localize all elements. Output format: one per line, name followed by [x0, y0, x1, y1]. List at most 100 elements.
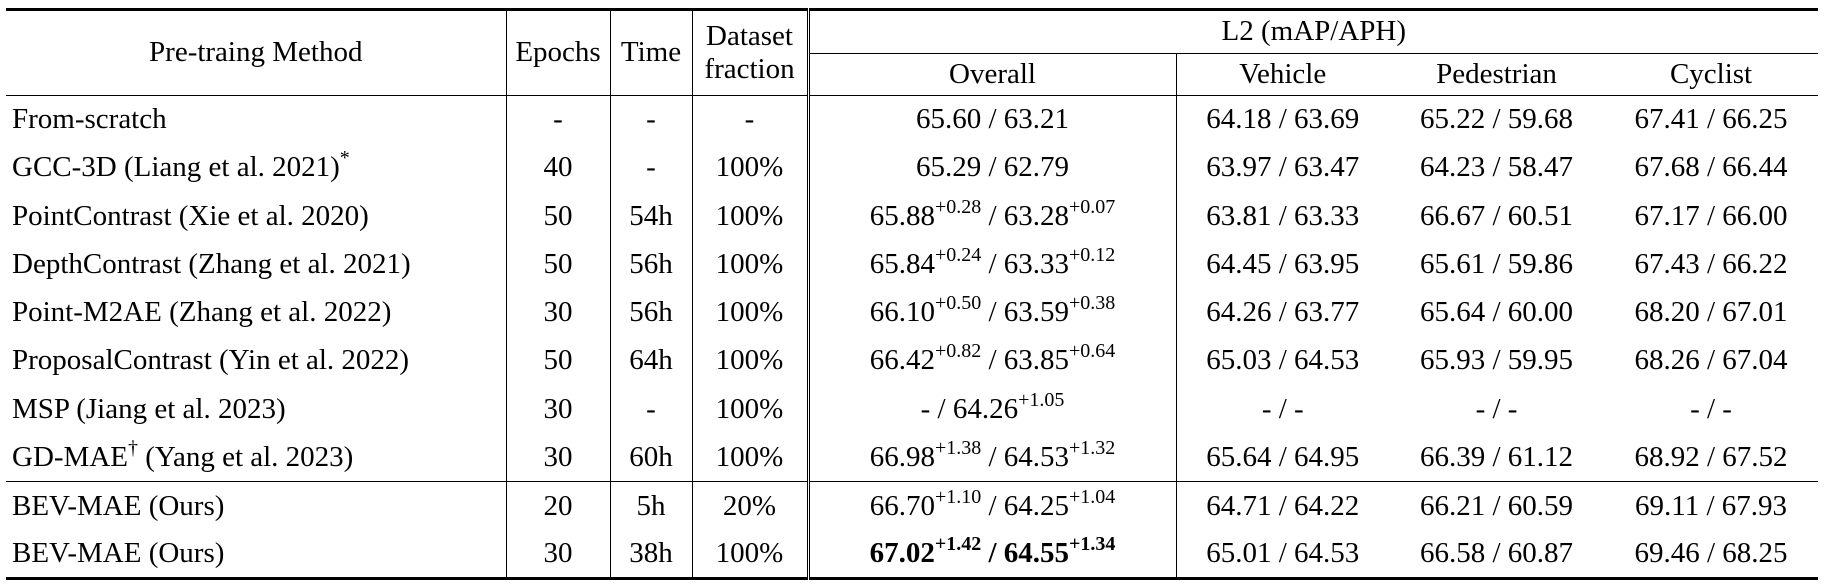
time-cell: - [610, 95, 693, 144]
header-dataset-line2: fraction [704, 53, 795, 85]
delta-sup: +0.12 [1069, 243, 1116, 266]
vehicle-cell: 64.45 / 63.95 [1206, 247, 1360, 280]
overall-cell: 66.70+1.10 / 64.25+1.04 [808, 481, 1177, 531]
overall-map: 66.70 [869, 489, 935, 522]
overall-aph: 63.59 [1003, 296, 1070, 329]
overall-cell: 66.98+1.38 / 64.53+1.32 [808, 433, 1177, 482]
delta-sup: +1.32 [1069, 436, 1116, 459]
method-cell: MSP (Jiang et al. 2023) [6, 385, 507, 434]
delta-sup: +0.28 [934, 195, 982, 218]
table-row: BEV-MAE (Ours) 20 5h 20% 66.70+1.10 / 64.25+… [6, 481, 1819, 531]
overall-map: 66.98 [869, 440, 935, 473]
fraction-cell: 100% [692, 530, 810, 579]
header-l2-group: L2 (mAP/APH) [808, 8, 1819, 54]
header-epochs: Epochs [506, 8, 611, 96]
method-name: From-scratch [12, 103, 167, 136]
method-cell: GD-MAE† (Yang et al. 2023) [6, 433, 507, 482]
overall-map: 65.84 [869, 247, 935, 280]
overall-cell: 66.10+0.50 / 63.59+0.38 [808, 288, 1177, 337]
overall-cell: 65.84+0.24 / 63.33+0.12 [808, 240, 1177, 289]
cyclist-cell: 68.92 / 67.52 [1634, 440, 1788, 473]
overall-aph: 64.55 [1003, 536, 1070, 569]
vehicle-cell: 64.26 / 63.77 [1206, 296, 1360, 329]
pedestrian-cell: 66.39 / 61.12 [1419, 440, 1574, 473]
overall-map: - [920, 392, 931, 425]
vehicle-cell: 65.01 / 64.53 [1206, 536, 1360, 569]
overall-map: 65.60 [915, 103, 982, 136]
overall-cell: 65.60 / 63.21 [808, 95, 1177, 144]
method-marker: * [339, 147, 350, 170]
header-vehicle: Vehicle [1239, 57, 1327, 90]
vehicle-cell: 63.97 / 63.47 [1206, 151, 1360, 184]
results-table: Pre-traing Method Epochs Time Dataset fr… [6, 8, 1819, 580]
delta-sup: +1.04 [1069, 485, 1116, 508]
table-row: GD-MAE† (Yang et al. 2023) 30 60h 100% 66.98… [6, 433, 1818, 482]
overall-sep: / [981, 247, 1004, 280]
vehicle-cell: 64.18 / 63.69 [1206, 103, 1360, 136]
overall-sep: / [930, 392, 953, 425]
overall-aph: 64.25 [1003, 489, 1070, 522]
pedestrian-cell: 65.61 / 59.86 [1419, 247, 1574, 280]
header-cyclist: Cyclist [1669, 57, 1753, 90]
epochs-cell: 20 [506, 481, 611, 531]
fraction-cell: 100% [692, 240, 810, 289]
delta-sup: +0.64 [1069, 340, 1116, 363]
vehicle-cell: - / - [1261, 392, 1304, 425]
table-row: From-scratch - - -65.60 / 63.21 64.18 / 63.6… [6, 94, 1819, 144]
epochs-cell: - [506, 95, 611, 144]
table-row: PointContrast (Xie et al. 2020) 50 54h 100%… [6, 192, 1818, 241]
fraction-cell: 20% [692, 481, 810, 531]
fraction-cell: 100% [692, 336, 810, 386]
method-name: Point-M2AE (Zhang et al. 2022) [12, 296, 392, 329]
table-row: Point-M2AE (Zhang et al. 2022) 30 56h 100% 6… [6, 288, 1818, 337]
overall-cell: 66.42+0.82 / 63.85+0.64 [808, 336, 1177, 386]
delta-sup: +0.50 [934, 292, 982, 315]
cyclist-cell: 67.43 / 66.22 [1634, 247, 1788, 280]
time-cell: 60h [610, 433, 693, 482]
epochs-cell: 30 [506, 433, 611, 482]
method-cell: GCC-3D (Liang et al. 2021)* [6, 143, 507, 193]
method-cell: DepthContrast (Zhang et al. 2021) [6, 240, 507, 289]
header-time: Time [610, 8, 693, 96]
overall-cell: 65.29 / 62.79 [808, 143, 1177, 193]
epochs-cell: 50 [506, 192, 611, 241]
fraction-cell: 100% [692, 385, 810, 434]
overall-aph: 63.85 [1003, 344, 1070, 377]
method-name: GD-MAE [12, 440, 128, 473]
time-cell: 5h [610, 481, 693, 531]
epochs-cell: 50 [506, 240, 611, 289]
overall-aph: 64.53 [1003, 440, 1070, 473]
overall-aph: 63.28 [1003, 199, 1070, 232]
pedestrian-cell: 66.58 / 60.87 [1419, 536, 1574, 569]
time-cell: 54h [610, 192, 693, 241]
pedestrian-cell: 65.64 / 60.00 [1419, 296, 1574, 329]
cyclist-cell: 68.26 / 67.04 [1634, 344, 1788, 377]
method-name: DepthContrast (Zhang et al. 2021) [12, 247, 411, 280]
overall-sep: / [981, 199, 1004, 232]
method-name: BEV-MAE (Ours) [12, 536, 225, 569]
method-name: MSP (Jiang et al. 2023) [12, 392, 286, 425]
table-row: ProposalContrast (Yin et al. 2022) 50 64h 1… [6, 336, 1818, 386]
pedestrian-cell: - / - [1475, 392, 1518, 425]
method-name: ProposalContrast (Yin et al. 2022) [12, 344, 410, 377]
vehicle-cell: 65.03 / 64.53 [1206, 344, 1360, 377]
overall-sep: / [981, 440, 1004, 473]
method-cell: PointContrast (Xie et al. 2020) [6, 192, 507, 241]
fraction-cell: 100% [692, 192, 810, 241]
delta-sup: +0.24 [934, 243, 982, 266]
time-cell: 56h [610, 240, 693, 289]
method-marker: † [128, 436, 138, 459]
delta-sup: +1.34 [1069, 532, 1116, 555]
table-row: BEV-MAE (Ours) 30 38h 100% 67.02+1.42 / 64.5… [6, 530, 1819, 579]
fraction-cell: 100% [692, 143, 810, 193]
vehicle-cell: 65.64 / 64.95 [1206, 440, 1360, 473]
overall-aph: 63.21 [1003, 103, 1070, 136]
table-row: GCC-3D (Liang et al. 2021)* 40-100% 65.29 … [6, 143, 1818, 193]
overall-aph: 64.26 [952, 392, 1019, 425]
fraction-cell: 100% [692, 433, 810, 482]
fraction-cell: 100% [692, 288, 810, 337]
overall-sep: / [981, 296, 1004, 329]
time-cell: - [610, 143, 693, 193]
delta-sup: +1.10 [934, 485, 982, 508]
overall-map: 66.10 [869, 296, 935, 329]
